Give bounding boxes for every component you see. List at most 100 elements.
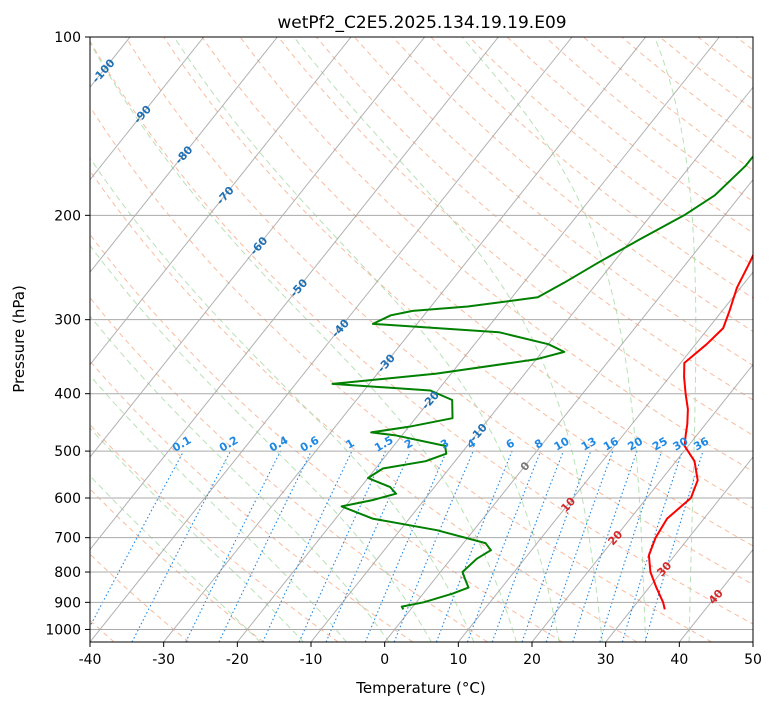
y-tick-label: 400 — [54, 387, 81, 403]
moist-adiabat — [461, 37, 647, 642]
isotherm-label: -30 — [375, 351, 398, 375]
y-tick-label: 500 — [54, 444, 81, 460]
isotherm-label: 20 — [606, 528, 626, 548]
isotherm — [90, 37, 573, 642]
x-tick-label: -10 — [300, 652, 323, 668]
mixing-ratio-line — [435, 450, 513, 642]
x-tick-label: 40 — [670, 652, 688, 668]
mixing-ratio-line — [298, 450, 387, 642]
mixing-ratio-label: 3 — [438, 437, 451, 452]
isotherm — [0, 37, 56, 642]
isotherm — [90, 37, 426, 458]
mixing-ratio-line — [262, 450, 353, 642]
moist-adiabat — [293, 37, 603, 642]
x-tick-label: -30 — [152, 652, 175, 668]
mixing-ratio-line — [90, 450, 185, 628]
isotherm — [236, 37, 720, 642]
mixing-ratio-line — [364, 450, 448, 642]
x-tick-label: -40 — [79, 652, 102, 668]
dry-adiabat — [582, 37, 753, 171]
line-labels: 0.1 0.2 0.4 0.6 1 1.5 2 3 4 6 8 10 13 16 20 25 30 36-100-… — [90, 56, 727, 607]
dewpoint-line — [331, 154, 753, 610]
moist-adiabat — [90, 475, 261, 642]
dry-adiabat — [239, 37, 753, 473]
y-tick-label: 1000 — [45, 622, 81, 638]
y-tick-label: 600 — [54, 491, 81, 507]
isotherm-label: -90 — [131, 103, 154, 127]
isotherm — [457, 271, 753, 642]
moist-adiabat — [90, 427, 305, 642]
y-tick-label: 100 — [54, 30, 81, 46]
y-tick-label: 200 — [54, 208, 81, 224]
mixing-ratio-line — [466, 450, 542, 642]
moist-adiabat — [90, 374, 347, 642]
dry-adiabat — [90, 233, 563, 642]
moist-adiabat — [653, 37, 697, 642]
x-tick-label: 0 — [380, 652, 389, 668]
dry-adiabat — [544, 37, 753, 202]
mixing-ratio-line — [599, 450, 663, 642]
dry-adiabat — [201, 37, 753, 509]
dry-adiabat — [90, 488, 264, 642]
moist-adiabat — [90, 244, 432, 642]
plot-frame — [89, 36, 754, 643]
isotherm-label: 40 — [706, 587, 726, 607]
isotherm — [90, 37, 278, 273]
isotherm-label: -50 — [287, 276, 310, 300]
isotherm — [384, 178, 753, 642]
isotherm — [678, 548, 753, 642]
temperature-line — [647, 253, 753, 610]
dry-adiabat — [90, 40, 753, 625]
profile-lines — [331, 154, 753, 610]
mixing-ratio-line — [185, 450, 281, 642]
x-tick-label: -20 — [226, 652, 249, 668]
dry-adiabat — [90, 296, 488, 642]
mixing-ratio-line — [491, 450, 564, 642]
x-tick-label: 10 — [449, 652, 467, 668]
isotherm-label: 10 — [558, 494, 578, 514]
isotherm-label: -20 — [419, 388, 442, 412]
mixing-ratio-line — [521, 450, 592, 642]
y-tick-label: 300 — [54, 313, 81, 329]
dry-adiabat — [735, 37, 753, 51]
isotherm — [163, 37, 647, 642]
dry-adiabat — [468, 37, 753, 266]
moist-adiabat — [90, 41, 517, 642]
isotherm-label: -80 — [172, 143, 195, 167]
dry-adiabat — [125, 37, 753, 586]
mixing-ratio-line — [325, 450, 411, 642]
moist-adiabat — [90, 315, 390, 642]
dry-adiabat — [315, 37, 753, 401]
isotherm — [752, 641, 753, 642]
dry-adiabat — [90, 360, 414, 642]
dry-adiabat — [90, 424, 339, 642]
x-axis: -40 -30 -20 -10 0 10 20 30 40 50 — [79, 642, 762, 668]
dry-adiabat — [277, 37, 753, 436]
isotherm — [90, 37, 205, 181]
x-tick-label: 30 — [597, 652, 615, 668]
isotherm — [310, 86, 753, 642]
y-tick-label: 700 — [54, 531, 81, 547]
dry-adiabat — [90, 553, 190, 642]
x-axis-title: Temperature (°C) — [355, 679, 485, 697]
dry-adiabat — [506, 37, 753, 234]
isotherm — [90, 37, 499, 551]
isotherm — [531, 363, 753, 642]
dry-adiabat — [430, 37, 753, 299]
isotherm-label: -70 — [214, 184, 237, 208]
isotherm — [605, 456, 753, 642]
dry-adiabat — [90, 170, 638, 642]
mixing-ratio-line — [644, 450, 704, 642]
moist-adiabat — [173, 37, 560, 642]
isotherm — [90, 37, 352, 366]
mixing-ratio-line — [393, 450, 474, 642]
isotherm-label: -100 — [90, 56, 118, 85]
dry-adiabat — [392, 37, 753, 332]
background-lines — [0, 37, 753, 642]
dry-adiabat — [697, 37, 753, 80]
mixing-ratio-line — [218, 450, 312, 642]
mixing-ratio-line — [131, 450, 231, 642]
moist-adiabat — [90, 156, 475, 642]
mixing-ratio-label: 8 — [532, 437, 545, 452]
